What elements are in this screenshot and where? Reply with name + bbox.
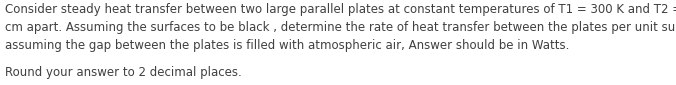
Text: Round your answer to 2 decimal places.: Round your answer to 2 decimal places. bbox=[5, 66, 242, 79]
Text: Consider steady heat transfer between two large parallel plates at constant temp: Consider steady heat transfer between tw… bbox=[5, 3, 676, 52]
